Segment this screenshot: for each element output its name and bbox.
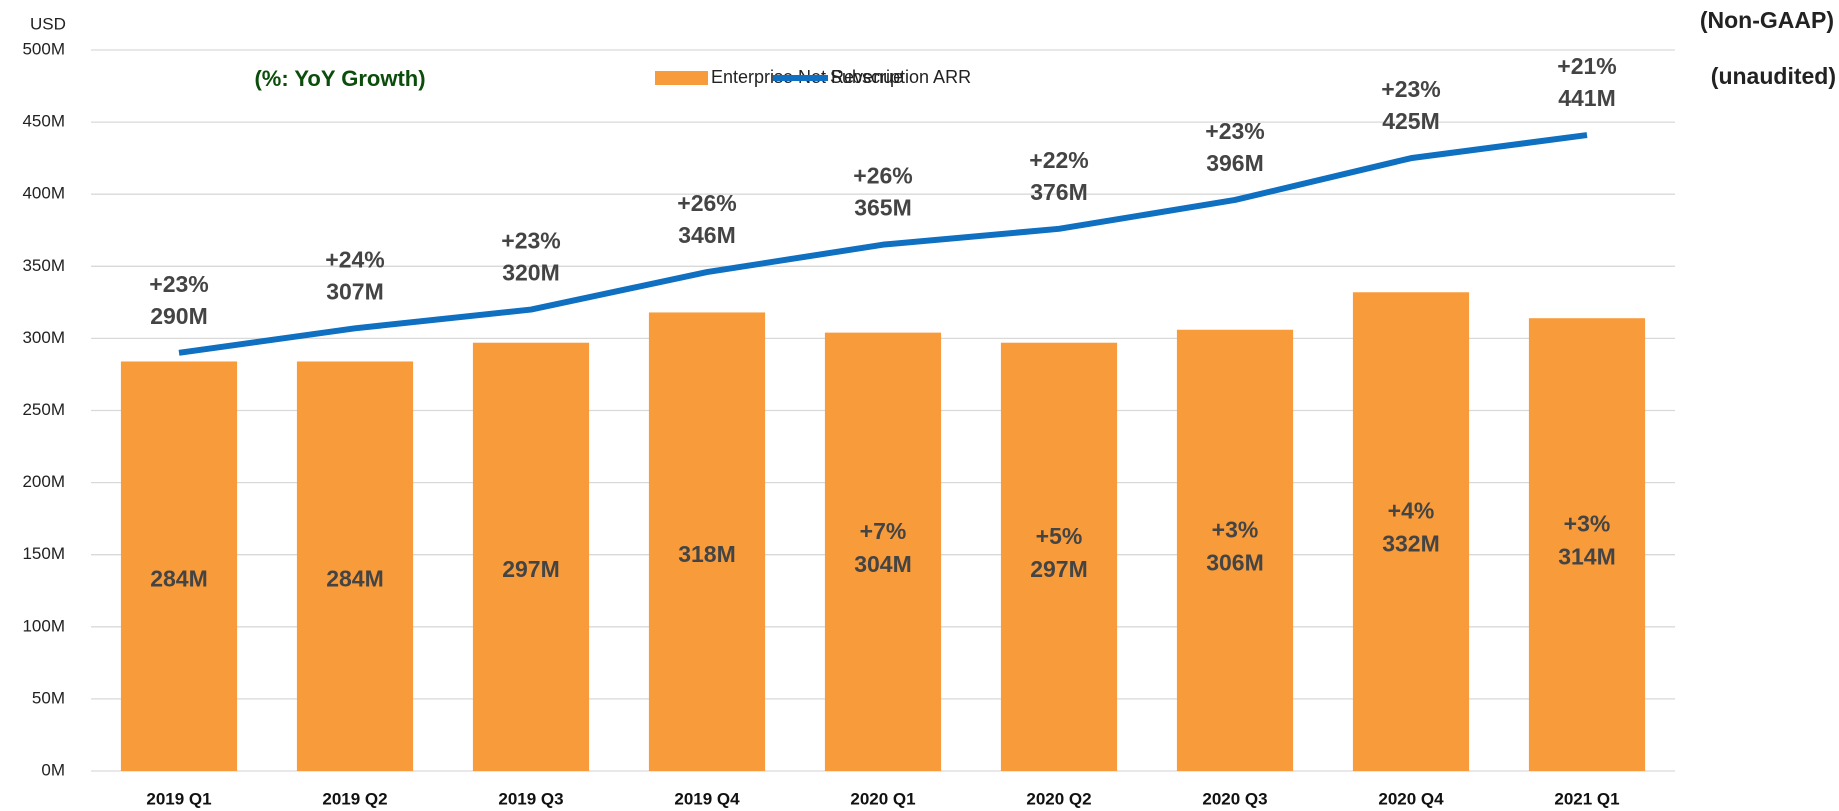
y-tick-label: 150M [22, 544, 65, 563]
x-tick-label: 2020 Q3 [1202, 789, 1267, 808]
data-label: 306M [1206, 549, 1264, 575]
line [178, 132, 1588, 356]
data-label: 332M [1382, 531, 1440, 557]
growth-label: +26% [677, 190, 736, 216]
data-label: 320M [502, 260, 560, 286]
x-tick-label: 2021 Q1 [1554, 789, 1619, 808]
data-label: 297M [502, 556, 560, 582]
y-tick-label: 250M [22, 400, 65, 419]
data-label: 314M [1558, 544, 1616, 570]
y-tick-label: 100M [22, 616, 65, 635]
y-tick-label: 300M [22, 328, 65, 347]
bar [1000, 342, 1118, 771]
bar [472, 342, 590, 771]
bar [1176, 329, 1294, 771]
data-label: 396M [1206, 150, 1264, 176]
data-label: 284M [326, 565, 384, 591]
data-label: 346M [678, 222, 736, 248]
growth-label: +26% [853, 163, 912, 189]
y-tick-label: 450M [22, 112, 65, 131]
note: (unaudited) [1711, 63, 1836, 89]
bar [824, 332, 942, 771]
data-label: 290M [150, 303, 208, 329]
x-tick-label: 2020 Q1 [850, 789, 915, 808]
growth-label: +23% [1205, 118, 1264, 144]
y-tick-label: 200M [22, 472, 65, 491]
data-label: 441M [1558, 85, 1616, 111]
x-tick-label: 2019 Q4 [674, 789, 740, 808]
data-label: 365M [854, 195, 912, 221]
legend-label: Subscription ARR [830, 67, 971, 87]
x-tick-label: 2019 Q1 [146, 789, 211, 808]
growth-label: +3% [1212, 516, 1259, 542]
bar [296, 361, 414, 771]
data-label: 297M [1030, 556, 1088, 582]
annotation: (%: YoY Growth) [254, 66, 425, 91]
data-label: 284M [150, 565, 208, 591]
bar [648, 312, 766, 771]
growth-label: +7% [860, 518, 907, 544]
bar [120, 361, 238, 771]
legend-swatch [655, 71, 708, 85]
y-tick-label: 400M [22, 184, 65, 203]
growth-label: +5% [1036, 523, 1083, 549]
growth-label: +4% [1388, 498, 1435, 524]
y-tick-label: 500M [22, 39, 65, 58]
bar [1352, 292, 1470, 771]
y-tick-label: 0M [41, 760, 65, 779]
x-tick-label: 2019 Q2 [322, 789, 387, 808]
growth-label: +3% [1564, 511, 1611, 537]
unit-label: USD [30, 14, 66, 33]
growth-label: +23% [501, 228, 560, 254]
y-tick-label: 50M [32, 688, 65, 707]
growth-label: +21% [1557, 53, 1616, 79]
growth-label: +23% [149, 271, 208, 297]
bar [1528, 318, 1646, 771]
data-label: 318M [678, 541, 736, 567]
x-tick-label: 2020 Q4 [1378, 789, 1444, 808]
data-label: 425M [1382, 108, 1440, 134]
growth-label: +22% [1029, 147, 1088, 173]
growth-label: +23% [1381, 76, 1440, 102]
data-label: 307M [326, 278, 384, 304]
growth-label: +24% [325, 246, 384, 272]
data-label: 304M [854, 551, 912, 577]
y-tick-label: 350M [22, 256, 65, 275]
x-tick-label: 2019 Q3 [498, 789, 563, 808]
note: (Non-GAAP) [1700, 7, 1834, 33]
data-label: 376M [1030, 179, 1088, 205]
x-tick-label: 2020 Q2 [1026, 789, 1091, 808]
